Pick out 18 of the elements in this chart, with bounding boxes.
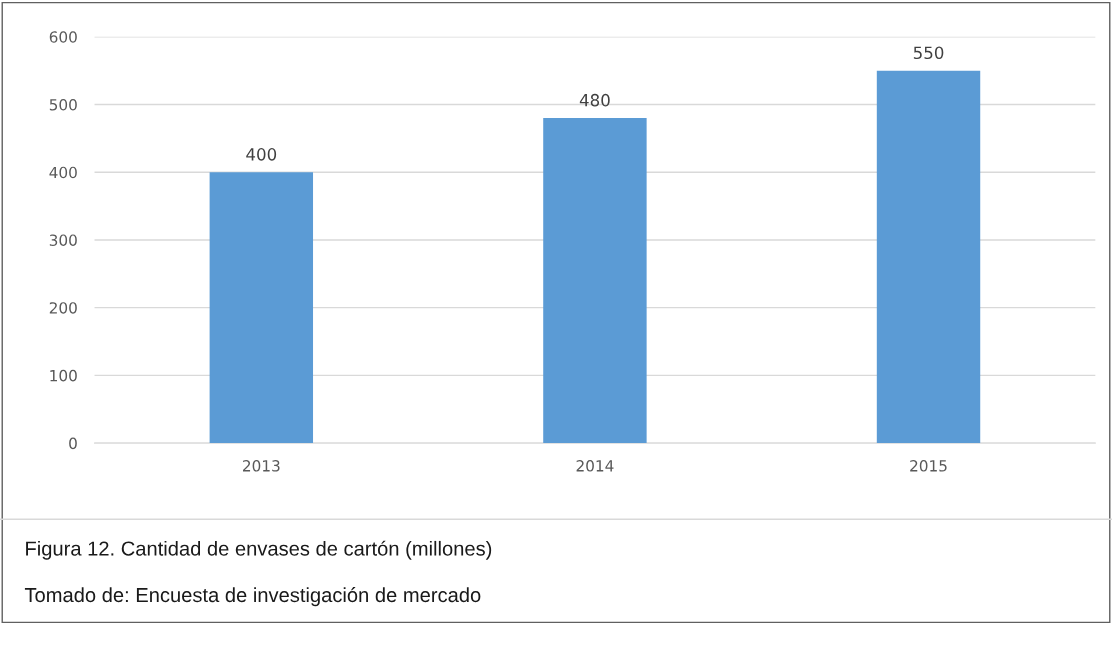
y-tick-label: 500 bbox=[49, 98, 77, 111]
x-tick-label: 2013 bbox=[243, 460, 280, 472]
bar bbox=[876, 70, 981, 444]
bar bbox=[543, 118, 647, 444]
x-tick-label: 2015 bbox=[910, 460, 947, 472]
bar bbox=[209, 172, 314, 444]
data-label: 550 bbox=[913, 46, 944, 60]
text: Figura 12. Cantidad de envases de cartón (millones) bbox=[26, 540, 492, 560]
text: Tomado de: Encuesta de investigación de mercado bbox=[24, 587, 481, 607]
y-tick-label: 600 bbox=[49, 31, 77, 43]
y-tick-label: 400 bbox=[49, 166, 77, 179]
y-tick-label: 200 bbox=[49, 302, 77, 314]
x-tick-label: 2014 bbox=[576, 460, 614, 472]
y-tick-label: 100 bbox=[50, 369, 77, 382]
data-label: 400 bbox=[246, 148, 277, 161]
data-label: 480 bbox=[579, 93, 610, 107]
y-tick-label: 300 bbox=[49, 234, 77, 246]
y-tick-label: 0 bbox=[69, 437, 77, 450]
